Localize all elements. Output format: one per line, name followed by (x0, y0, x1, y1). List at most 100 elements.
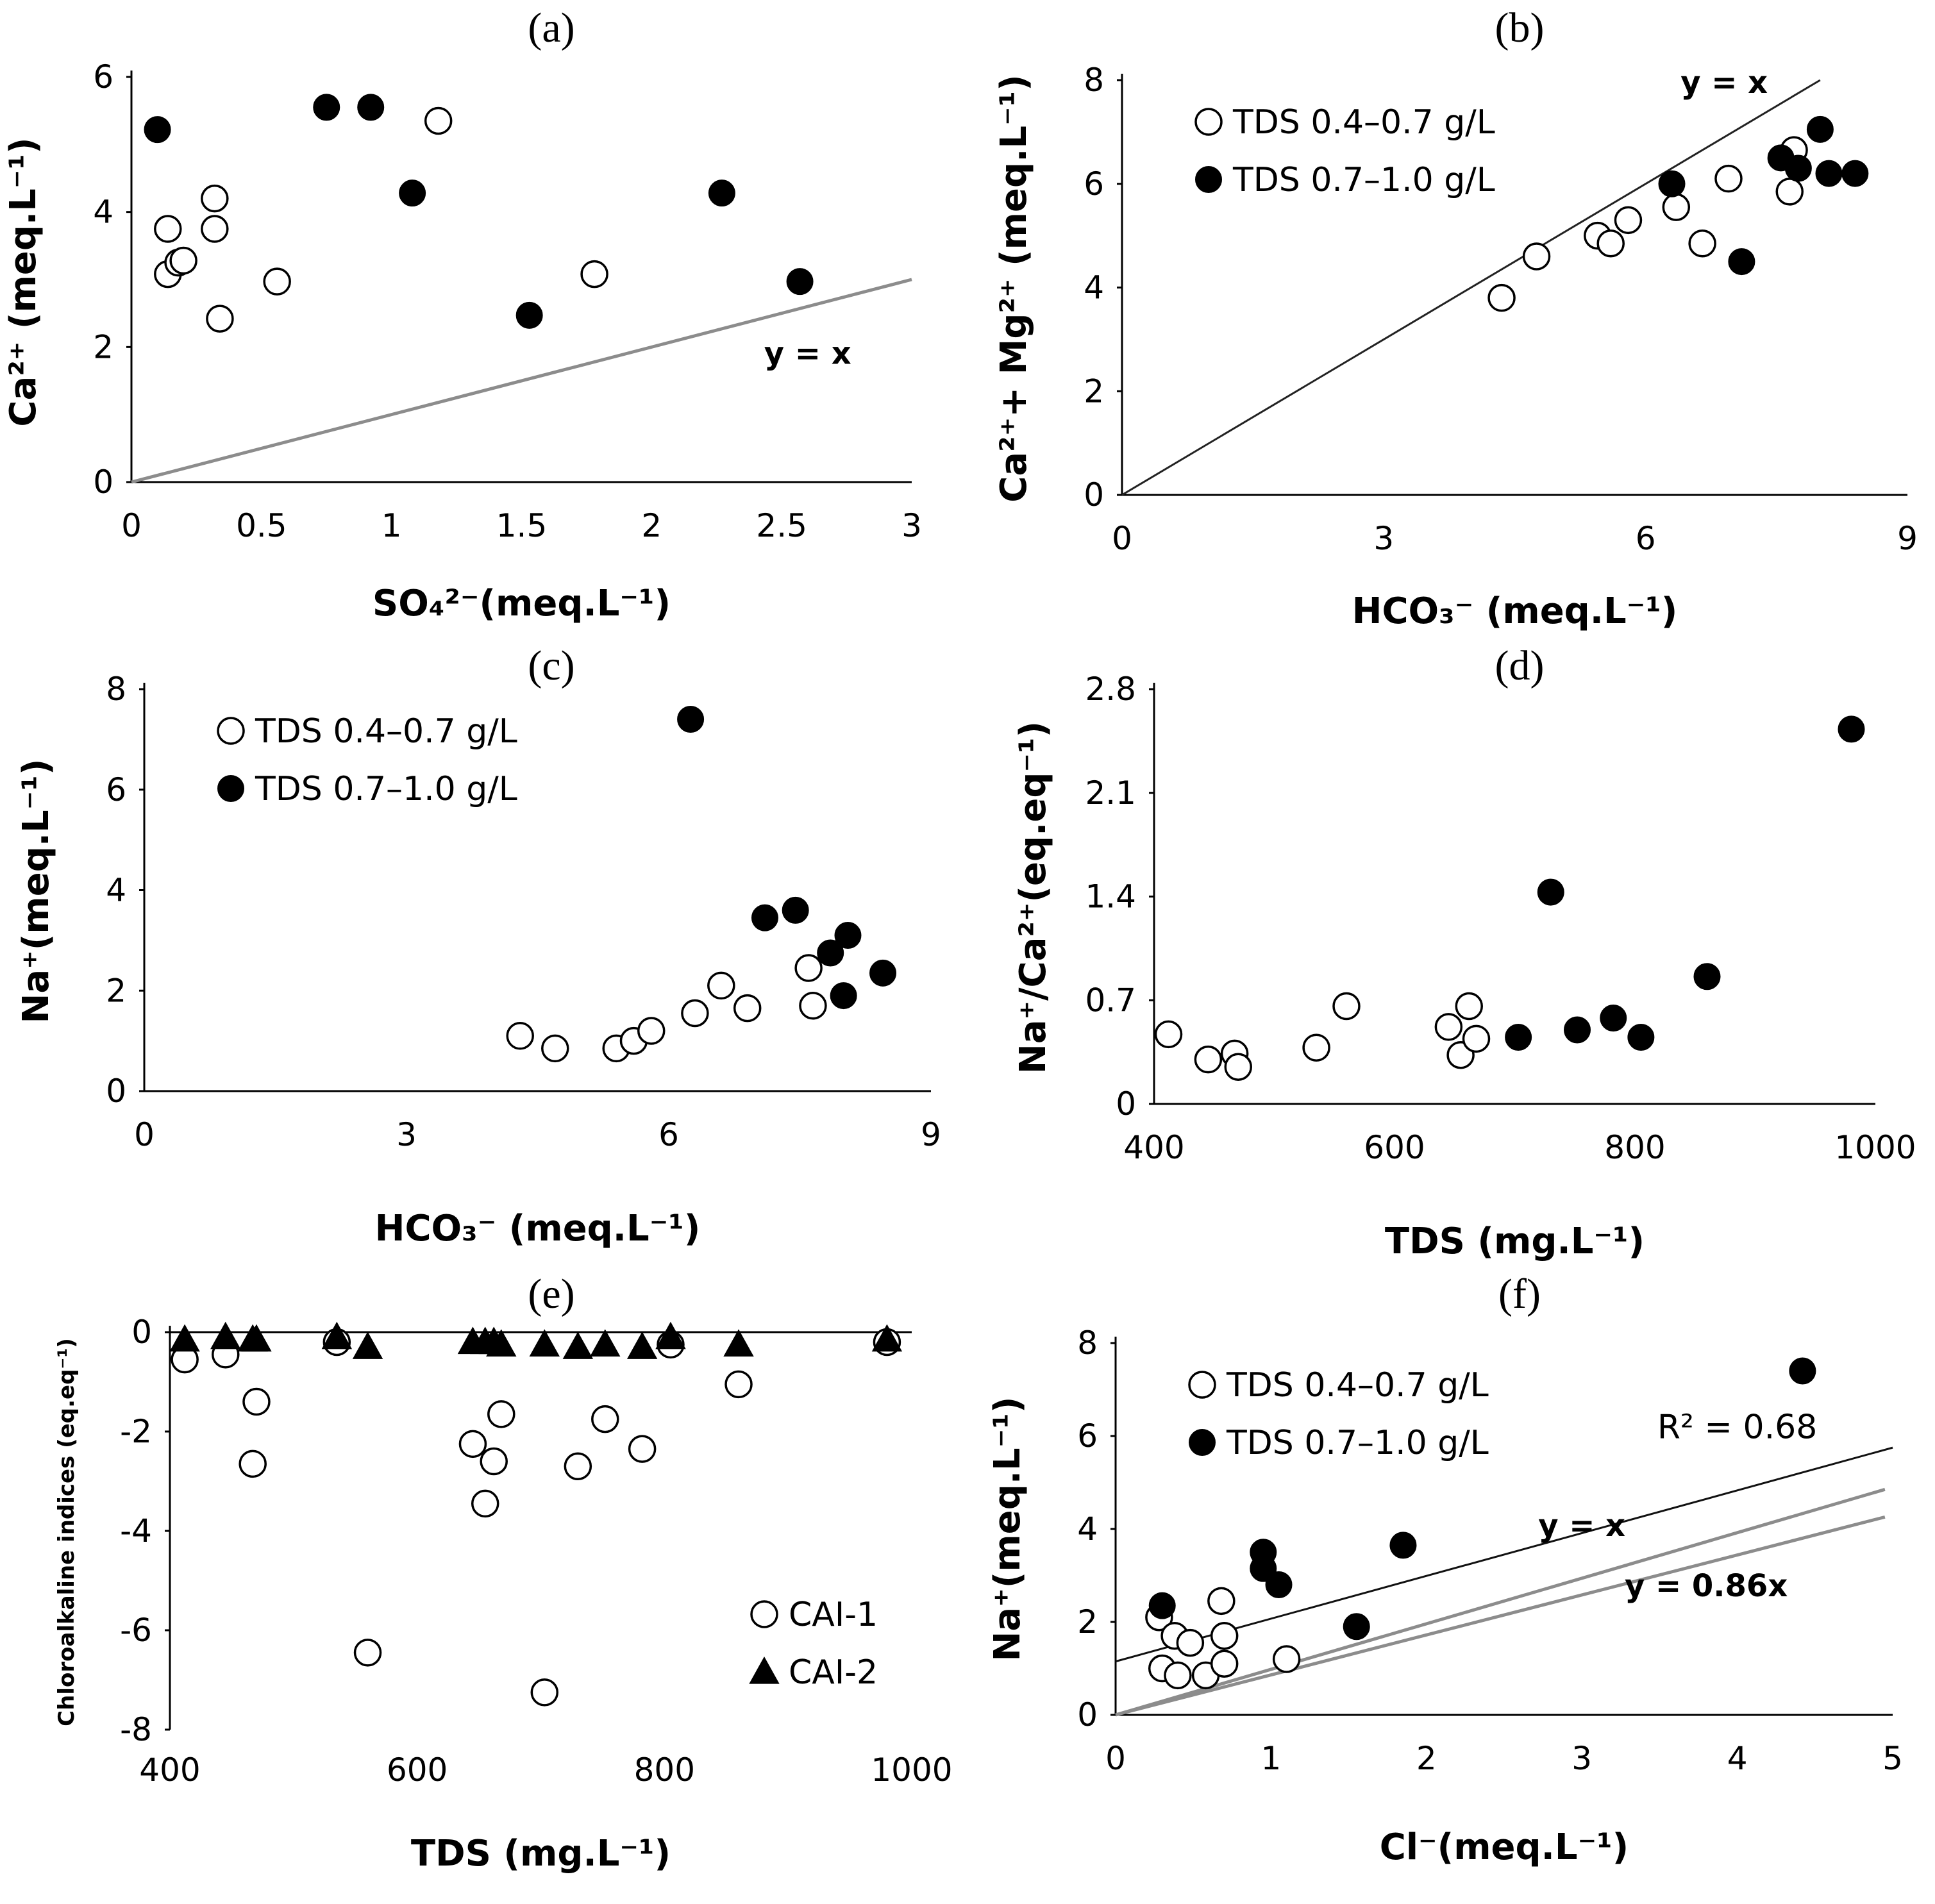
data-point (1148, 1592, 1176, 1619)
legend-marker (1188, 1371, 1216, 1399)
data-point (353, 1639, 382, 1667)
legend-marker (217, 717, 245, 745)
x-tick-label: 3 (1571, 1740, 1592, 1777)
data-point (154, 215, 182, 243)
data-point (723, 1329, 754, 1357)
legend-marker (1195, 166, 1222, 193)
data-point (1207, 1587, 1236, 1616)
data-point (751, 904, 778, 931)
data-point (834, 922, 862, 949)
data-point (1389, 1532, 1417, 1559)
data-point (1164, 1661, 1192, 1690)
data-point (1627, 1024, 1655, 1051)
x-tick-label: 0 (134, 1116, 155, 1153)
data-point (321, 1321, 353, 1349)
chart-panel-b: (b) 0 3 6 9 0 2 4 6 8 HCO₃⁻ (meq.L⁻¹) Ca²⁺+ Mg²⁺ (m… (993, 4, 1918, 632)
data-point (1522, 242, 1551, 271)
data-point (725, 1370, 753, 1399)
legend-label: TDS 0.7–1.0 g/L (1232, 161, 1495, 199)
data-point (515, 301, 543, 329)
data-point (458, 1430, 487, 1458)
data-point (1784, 154, 1812, 182)
y-tick-label: 2.8 (1085, 671, 1136, 708)
x-tick-label: 0 (1112, 520, 1132, 557)
data-point (871, 1324, 903, 1352)
data-point (1614, 206, 1643, 235)
x-axis-label: HCO₃⁻ (meq.L⁻¹) (1352, 590, 1678, 632)
x-tick-label: 3 (1373, 520, 1394, 557)
y-axis-label: Na⁺(meq.L⁻¹) (987, 1397, 1028, 1662)
y-axis-label: Na⁺/Ca²⁺(eq.eq⁻¹) (1012, 721, 1054, 1074)
data-point (1600, 1004, 1627, 1031)
x-axis-label: Cl⁻(meq.L⁻¹) (1380, 1826, 1629, 1868)
x-tick-label: 6 (658, 1116, 679, 1153)
data-point (655, 1321, 686, 1349)
data-point (1487, 283, 1516, 312)
legend-marker (1194, 108, 1223, 136)
data-point (1789, 1357, 1816, 1385)
data-point (1224, 1053, 1252, 1081)
data-point (471, 1489, 499, 1518)
data-point (869, 959, 897, 987)
annotation-label: R² = 0.68 (1657, 1408, 1817, 1447)
data-point (541, 1034, 569, 1063)
legend-marker (750, 1600, 778, 1628)
data-point (1564, 1016, 1591, 1044)
data-point (241, 1324, 272, 1352)
data-point (263, 267, 291, 296)
annotation-label: y = x (764, 336, 851, 372)
x-tick-label: 2.5 (756, 507, 807, 544)
y-axis-label: Chloroalkaline indices (eq.eq⁻¹) (54, 1338, 80, 1726)
legend-marker (1189, 1429, 1216, 1456)
y-tick-label: 6 (106, 771, 126, 808)
data-point (487, 1400, 515, 1428)
data-point (169, 246, 197, 275)
reference-line (131, 278, 912, 484)
legend-label: CAI-2 (789, 1653, 878, 1692)
data-point (399, 180, 426, 207)
x-tick-label: 9 (1897, 520, 1918, 557)
data-point (637, 1017, 666, 1045)
y-tick-label: 6 (93, 58, 113, 96)
x-tick-label: 6 (1636, 520, 1656, 557)
x-tick-label: 1 (381, 507, 402, 544)
x-tick-label: 2 (641, 507, 662, 544)
y-tick-label: 0 (1084, 476, 1104, 514)
x-tick-label: 4 (1727, 1740, 1748, 1777)
data-point (357, 94, 385, 121)
data-point (529, 1329, 560, 1357)
x-tick-label: 800 (634, 1751, 695, 1789)
y-axis-label: Ca²⁺ (meq.L⁻¹) (3, 137, 44, 426)
y-tick-label: 0 (106, 1073, 126, 1110)
y-tick-label: 4 (106, 872, 126, 909)
data-point (562, 1332, 594, 1359)
x-tick-label: 600 (387, 1751, 448, 1789)
y-tick-label: 4 (1084, 269, 1104, 306)
x-tick-label: 400 (1123, 1129, 1184, 1166)
legend: TDS 0.4–0.7 g/L TDS 0.7–1.0 g/L (1194, 103, 1495, 199)
data-point (1662, 193, 1691, 221)
x-tick-label: 1000 (1834, 1129, 1916, 1166)
x-tick-label: 1.5 (496, 507, 548, 544)
panel-label: (d) (1495, 642, 1545, 689)
x-axis-label: SO₄²⁻(meq.L⁻¹) (373, 583, 671, 624)
data-point (817, 939, 844, 967)
y-tick-label: 4 (1077, 1510, 1098, 1548)
legend-label: TDS 0.4–0.7 g/L (255, 712, 517, 751)
data-point (1714, 164, 1743, 193)
data-point (626, 1332, 658, 1359)
data-point (210, 1321, 241, 1349)
y-tick-label: 2 (106, 972, 126, 1009)
x-axis-label: TDS (mg.L⁻¹) (1385, 1221, 1645, 1262)
y-tick-label: 0 (93, 463, 113, 501)
data-point (628, 1435, 657, 1463)
data-point (677, 706, 705, 733)
x-tick-label: 9 (921, 1116, 941, 1153)
legend-marker (749, 1656, 780, 1684)
data-point (1688, 230, 1716, 258)
data-point (1272, 1645, 1301, 1673)
x-tick-label: 3 (396, 1116, 417, 1153)
x-tick-label: 400 (139, 1751, 200, 1789)
legend-label: TDS 0.4–0.7 g/L (1232, 103, 1495, 142)
